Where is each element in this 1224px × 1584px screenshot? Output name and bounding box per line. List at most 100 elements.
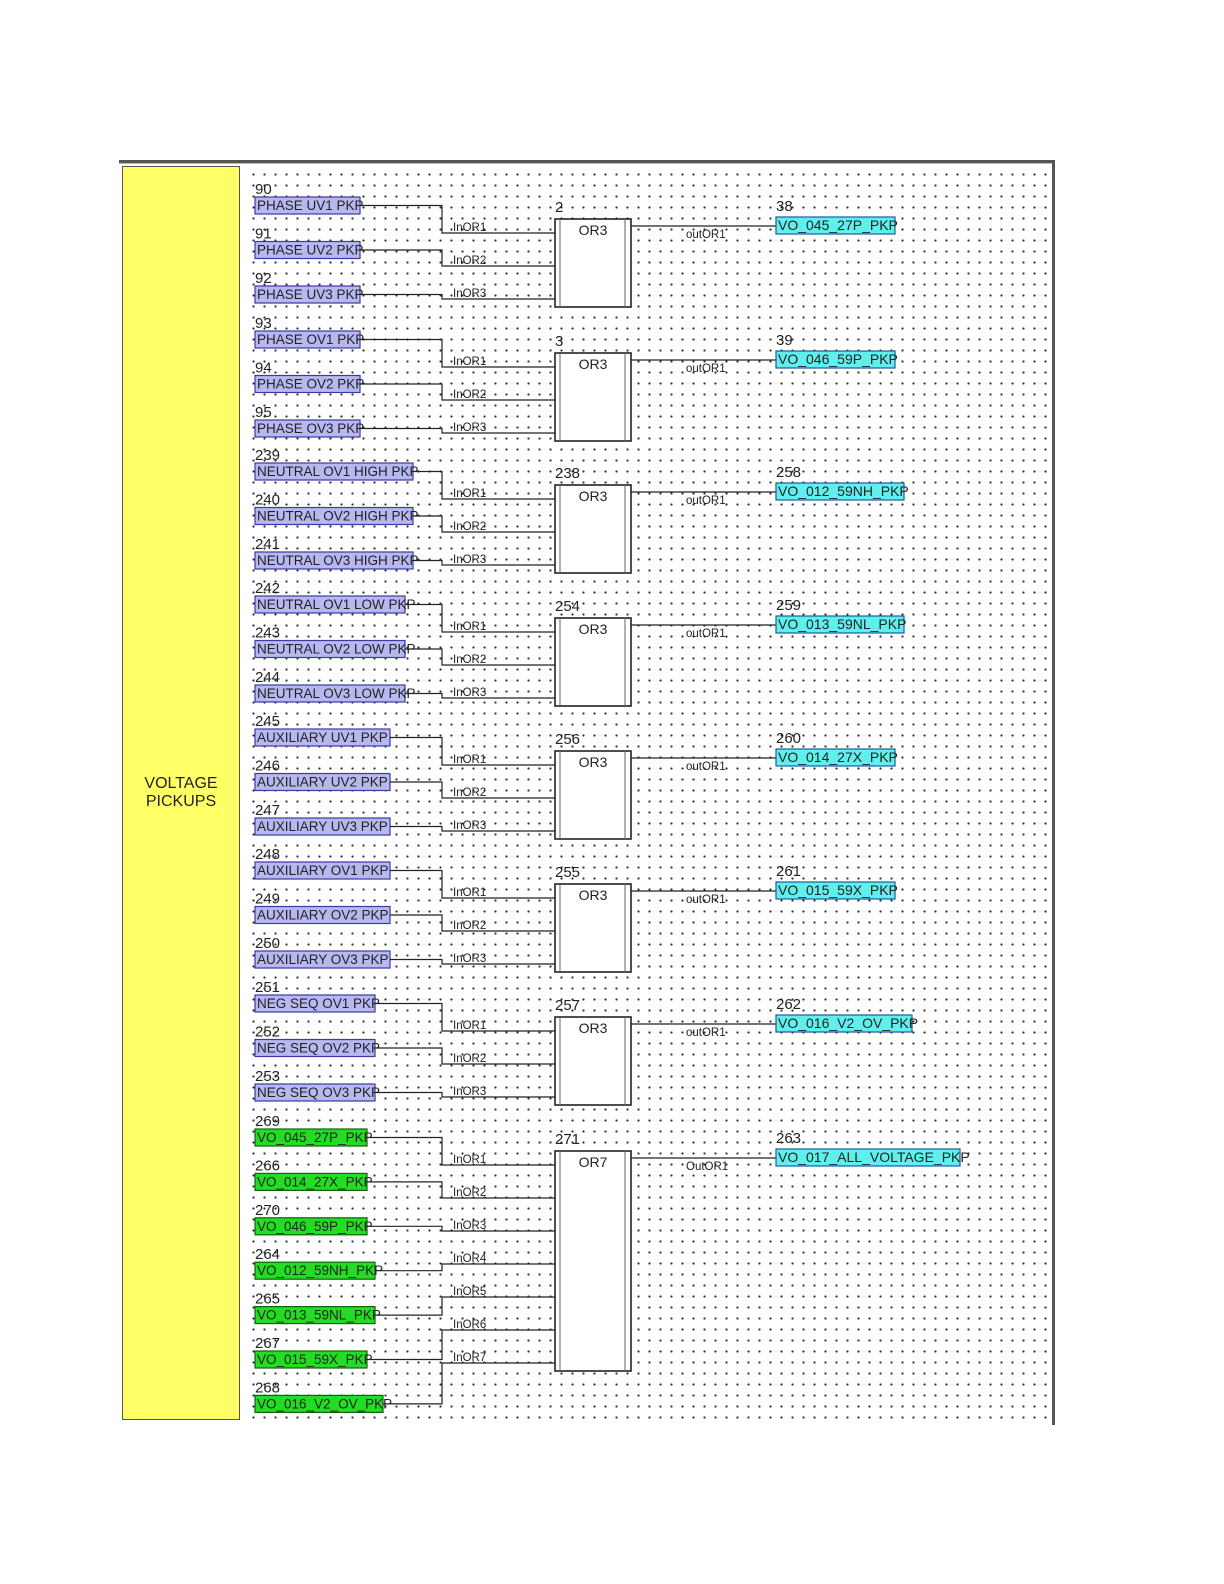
input-number-label: 266 <box>255 1157 280 1174</box>
output-tag-label: VO_017_ALL_VOLTAGE_PKP <box>778 1149 970 1165</box>
input-wire <box>367 1329 555 1361</box>
gate-id-label: 2 <box>555 199 563 216</box>
input-number-label: 239 <box>255 447 280 464</box>
input-number-label: 243 <box>255 625 280 642</box>
input-number-label: 269 <box>255 1113 280 1130</box>
input-wire <box>390 958 555 965</box>
output-tag-label: VO_014_27X_PKP <box>778 749 898 765</box>
input-wire <box>390 781 555 799</box>
input-pin-label: InOR3 <box>453 288 486 300</box>
input-wire <box>360 338 555 368</box>
input-pin-label: InOR1 <box>453 621 486 633</box>
gate-type-label: OR7 <box>579 1154 608 1170</box>
input-tag-label: PHASE OV3 PKP <box>257 421 364 436</box>
input-number-label: 246 <box>255 758 280 775</box>
input-wire <box>375 1263 555 1272</box>
input-tag-label: NEG SEQ OV2 PKP <box>257 1041 380 1056</box>
input-number-label: 95 <box>255 404 272 421</box>
output-number-label: 263 <box>776 1130 801 1147</box>
input-number-label: 264 <box>255 1246 280 1263</box>
input-tag-label: NEG SEQ OV3 PKP <box>257 1085 380 1100</box>
input-wire <box>360 383 555 401</box>
input-number-label: 270 <box>255 1202 280 1219</box>
output-number-label: 258 <box>776 464 801 481</box>
input-pin-label: InOR2 <box>453 389 486 401</box>
input-pin-label: InOR2 <box>453 521 486 533</box>
voltage-pickups-panel: VOLTAGE PICKUPS <box>122 166 240 1420</box>
frame-right-border <box>1052 163 1055 1425</box>
output-tag-box <box>775 350 896 369</box>
logic-gate-or3 <box>554 1016 632 1106</box>
input-tag-label: AUXILIARY OV2 PKP <box>257 908 389 923</box>
input-pin-label: InOR1 <box>453 488 486 500</box>
input-pin-label: InOR2 <box>453 1053 486 1065</box>
input-pin-label: InOR3 <box>453 820 486 832</box>
input-tag-label: PHASE OV1 PKP <box>257 332 364 347</box>
input-tag-label: NEUTRAL OV1 LOW PKP <box>257 597 416 612</box>
gate-id-label: 257 <box>555 997 580 1014</box>
logic-gate-or3 <box>554 617 632 707</box>
output-pin-label: outOR1 <box>686 894 726 906</box>
input-wire <box>405 648 555 666</box>
input-tag-label: NEUTRAL OV3 HIGH PKP <box>257 553 419 568</box>
input-wire <box>367 1136 555 1166</box>
logic-gate-or7 <box>554 1150 632 1372</box>
input-pin-label: InOR7 <box>453 1352 486 1364</box>
input-pin-label: InOR2 <box>453 1187 486 1199</box>
output-tag-label: VO_046_59P_PKP <box>778 351 898 367</box>
output-number-label: 261 <box>776 863 801 880</box>
input-number-label: 247 <box>255 802 280 819</box>
frame-top-border <box>119 160 1055 164</box>
input-pin-label: InOR3 <box>453 554 486 566</box>
output-pin-label: outOR1 <box>686 761 726 773</box>
output-tag-box <box>775 482 905 501</box>
input-wire <box>413 470 555 500</box>
input-pin-label: InOR5 <box>453 1286 486 1298</box>
gate-id-label: 256 <box>555 731 580 748</box>
input-tag-label: AUXILIARY UV3 PKP <box>257 819 388 834</box>
gate-type-label: OR3 <box>579 356 608 372</box>
input-wire <box>390 825 555 832</box>
input-tag-label: PHASE UV3 PKP <box>257 287 364 302</box>
gate-id-label: 254 <box>555 598 580 615</box>
input-wire <box>405 603 555 633</box>
output-pin-label: outOR1 <box>686 229 726 241</box>
output-tag-label: VO_013_59NL_PKP <box>778 616 906 632</box>
logic-gate-or3 <box>554 883 632 973</box>
input-pin-label: InOR1 <box>453 1154 486 1166</box>
input-pin-label: InOR3 <box>453 687 486 699</box>
gate-id-label: 271 <box>555 1131 580 1148</box>
input-wire <box>360 427 555 434</box>
input-number-label: 250 <box>255 935 280 952</box>
input-number-label: 240 <box>255 492 280 509</box>
input-tag-label: NEUTRAL OV2 HIGH PKP <box>257 509 419 524</box>
input-wire <box>367 1225 555 1232</box>
input-wire <box>375 1091 555 1098</box>
input-wire <box>375 1002 555 1032</box>
output-pin-label: outOR1 <box>686 1027 726 1039</box>
input-number-label: 251 <box>255 979 280 996</box>
gate-type-label: OR3 <box>579 754 608 770</box>
input-tag-label: VO_013_59NL_PKP <box>257 1308 381 1323</box>
input-number-label: 253 <box>255 1068 280 1085</box>
output-tag-box <box>775 748 896 767</box>
input-number-label: 265 <box>255 1291 280 1308</box>
output-tag-label: VO_045_27P_PKP <box>778 217 898 233</box>
input-wire <box>405 692 555 699</box>
input-tag-label: NEUTRAL OV1 HIGH PKP <box>257 464 419 479</box>
input-wire <box>390 869 555 899</box>
input-number-label: 268 <box>255 1379 280 1396</box>
input-wire <box>390 914 555 932</box>
output-pin-label: outOR1 <box>686 363 726 375</box>
output-tag-label: VO_015_59X_PKP <box>778 882 898 898</box>
output-tag-box <box>775 1014 913 1033</box>
input-tag-label: AUXILIARY UV1 PKP <box>257 730 388 745</box>
input-wire <box>413 515 555 533</box>
input-tag-label: VO_016_V2_OV_PKP <box>257 1396 392 1411</box>
input-tag-label: VO_012_59NH_PKP <box>257 1263 383 1278</box>
input-wire <box>375 1047 555 1065</box>
output-number-label: 38 <box>776 198 793 215</box>
input-tag-label: VO_015_59X_PKP <box>257 1352 373 1367</box>
logic-gate-or3 <box>554 750 632 840</box>
panel-title: VOLTAGE PICKUPS <box>144 775 218 810</box>
